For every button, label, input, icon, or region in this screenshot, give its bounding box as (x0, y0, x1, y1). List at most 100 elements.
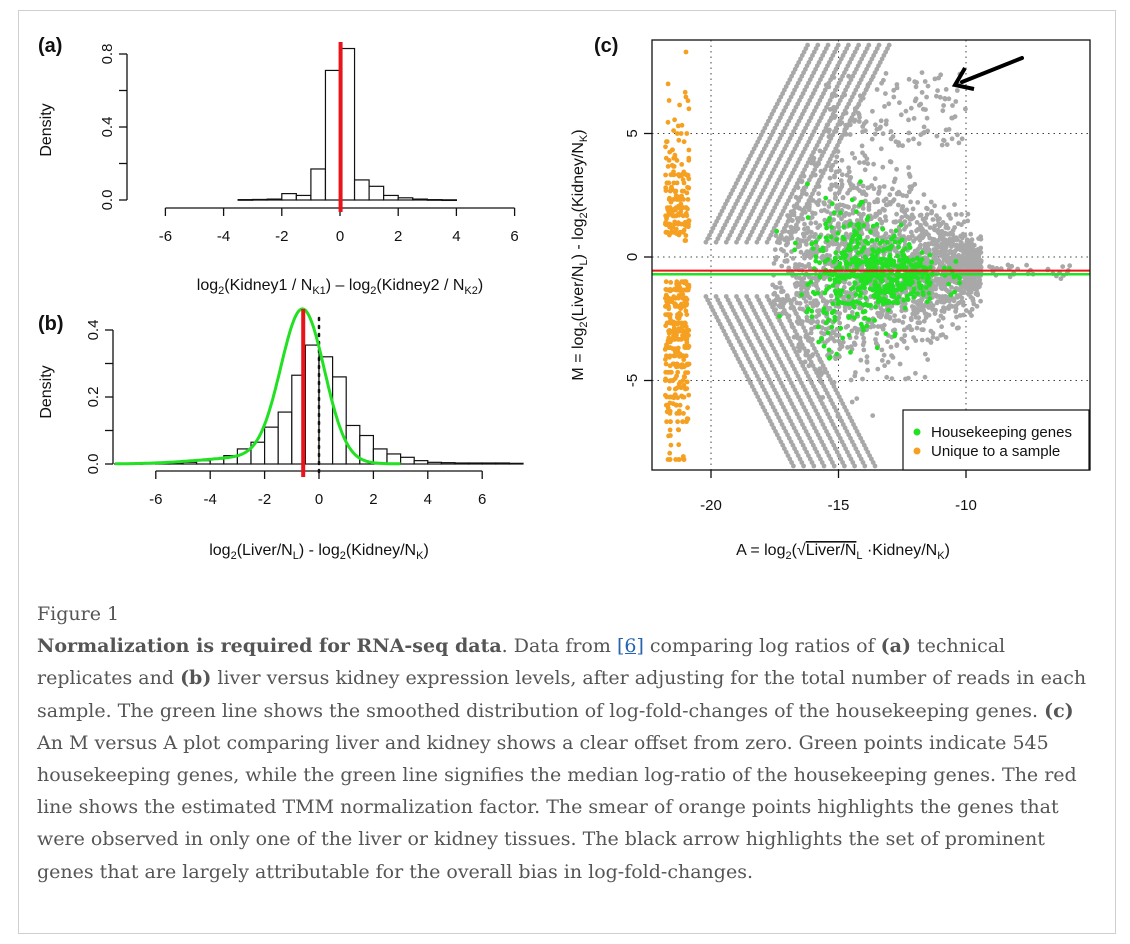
unique-gene-point (675, 419, 680, 425)
housekeeping-gene-point (841, 224, 847, 230)
gene-point (839, 182, 845, 187)
unique-gene-point (672, 206, 677, 212)
unique-gene-point (686, 147, 692, 153)
gene-point (913, 338, 919, 343)
housekeeping-gene-point (850, 301, 855, 307)
gene-point (856, 327, 861, 332)
gene-point (959, 212, 964, 217)
housekeeping-gene-point (833, 291, 839, 297)
gene-point (956, 264, 962, 270)
gene-point (918, 101, 924, 107)
gene-point (935, 299, 941, 304)
housekeeping-gene-point (830, 301, 836, 307)
gene-point (957, 254, 963, 260)
gene-point (899, 308, 905, 314)
gene-point (861, 335, 866, 341)
gene-point (938, 72, 944, 78)
gene-point (921, 192, 927, 198)
gene-point (902, 333, 908, 338)
housekeeping-gene-point (855, 250, 861, 256)
housekeeping-gene-point (827, 216, 832, 221)
gene-point (926, 305, 932, 310)
gene-point (914, 228, 919, 234)
x-tick-label: 2 (369, 491, 377, 508)
housekeeping-gene-point (864, 280, 869, 286)
gene-point (849, 309, 855, 315)
housekeeping-gene-point (911, 294, 917, 300)
housekeeping-gene-point (862, 309, 868, 314)
unique-gene-point (686, 176, 692, 182)
gene-point (935, 279, 941, 285)
reference-link-6[interactable]: [6] (616, 635, 644, 658)
gene-point (879, 358, 885, 363)
gene-point (818, 168, 824, 174)
gene-point (786, 229, 792, 235)
y-tick-label: 0.8 (99, 44, 116, 65)
gene-point (862, 167, 868, 173)
gene-point (963, 286, 968, 291)
gene-point (953, 243, 959, 249)
housekeeping-gene-point (833, 250, 839, 256)
x-tick-label: 6 (478, 491, 486, 508)
gene-point (852, 463, 857, 469)
gene-point (919, 232, 924, 238)
housekeeping-gene-point (829, 225, 834, 230)
housekeeping-gene-point (901, 253, 907, 258)
gene-point (899, 208, 905, 214)
unique-gene-point (683, 279, 689, 285)
unique-gene-point (677, 354, 682, 359)
gene-point (865, 367, 870, 373)
housekeeping-gene-point (793, 240, 798, 246)
gene-point (900, 320, 906, 325)
unique-gene-point (684, 416, 690, 422)
gene-point (883, 91, 888, 96)
housekeeping-gene-point (805, 181, 810, 187)
gene-point (969, 247, 975, 253)
housekeeping-gene-point (805, 282, 811, 287)
housekeeping-gene-point (875, 299, 881, 305)
gene-point (942, 298, 948, 304)
scatter-points (662, 42, 1073, 469)
gene-point (953, 237, 959, 243)
gene-point (803, 333, 809, 339)
housekeeping-gene-point (832, 318, 838, 323)
gene-point (934, 133, 940, 139)
unique-gene-point (673, 229, 679, 235)
housekeeping-gene-point (854, 311, 860, 317)
housekeeping-gene-point (823, 195, 829, 201)
housekeeping-gene-point (877, 276, 882, 281)
unique-gene-point (668, 280, 674, 285)
gene-point (857, 114, 862, 120)
housekeeping-gene-point (882, 284, 888, 290)
gene-point (884, 118, 889, 124)
housekeeping-gene-point (822, 290, 828, 296)
unique-gene-point (683, 324, 689, 330)
unique-gene-point (663, 361, 669, 367)
gene-point (909, 317, 914, 323)
gene-point (815, 319, 820, 324)
gene-point (817, 378, 823, 384)
gene-point (962, 260, 968, 266)
gene-point (842, 463, 847, 469)
figure-caption: Figure 1 Normalization is required for R… (37, 598, 1099, 888)
unique-gene-point (670, 361, 676, 367)
unique-gene-point (686, 155, 692, 161)
gene-point (830, 231, 836, 236)
gene-point (859, 143, 865, 149)
gene-point (840, 339, 846, 345)
housekeeping-gene-point (916, 280, 922, 286)
gene-point (959, 222, 964, 228)
panel-c-xlabel: A = log2(√Liver/NL ·Kidney/NK) (736, 542, 950, 562)
housekeeping-gene-point (924, 278, 930, 284)
figure-frame (18, 10, 1116, 934)
gene-point (811, 463, 817, 469)
housekeeping-gene-point (896, 244, 901, 250)
gene-point (877, 217, 883, 222)
histogram-bar (266, 198, 283, 201)
gene-point (791, 225, 797, 231)
gene-point (846, 42, 851, 48)
gene-point (878, 124, 883, 130)
gene-point (866, 201, 872, 207)
gene-point (804, 292, 810, 297)
gene-point (860, 342, 866, 348)
